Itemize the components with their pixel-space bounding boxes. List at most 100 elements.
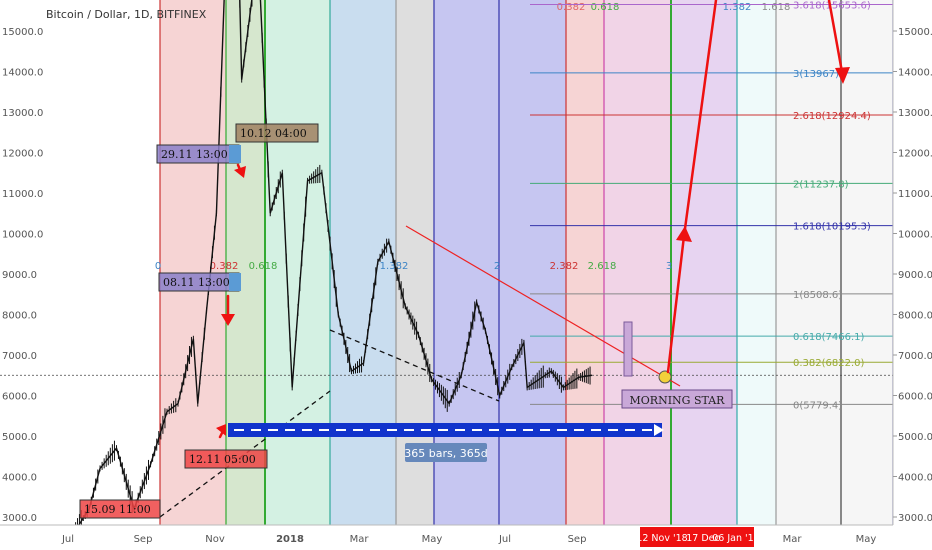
y-tick-label-left: 8000.0: [2, 311, 37, 322]
annotation-tag: [229, 145, 241, 163]
morning-star-label: MORNING STAR: [630, 394, 726, 407]
fib-extension-label: 1(8508.6): [793, 290, 842, 301]
time-zone-band: [330, 0, 396, 525]
date-annotation-box: [184, 449, 268, 469]
time-zone-label: 2: [494, 261, 500, 272]
time-zone-band: [566, 0, 604, 525]
y-tick-label: 3000.0: [898, 513, 932, 524]
x-tick-label: Jul: [61, 534, 74, 545]
red-arrow-head: [221, 314, 235, 326]
fib-top-label: 1.382: [723, 2, 752, 13]
y-tick-label-left: 15000.0: [2, 27, 43, 38]
y-tick-label-left: 9000.0: [2, 270, 37, 281]
fib-extension-label: 2(11237.8): [793, 179, 849, 190]
fib-extension-label: 1.618(10195.3): [793, 222, 871, 233]
date-range-label: 12 Nov '18: [636, 533, 687, 544]
fib-extension-label: 3.618(15653.6): [793, 1, 871, 12]
date-annotation-box: [235, 123, 319, 143]
y-tick-label: 5000.0: [898, 432, 932, 443]
y-tick-label-left: 11000.0: [2, 189, 43, 200]
morning-star-marker: [658, 370, 672, 384]
lower-trendline: [329, 329, 500, 402]
y-tick-label: 8000.0: [898, 311, 932, 322]
date-annotation-label: 10.12 04:00: [240, 127, 307, 140]
y-tick-label-left: 14000.0: [2, 68, 43, 79]
time-zone-band: [226, 0, 265, 525]
date-range-label: 06 Jan '19: [712, 533, 759, 544]
time-zone-label: 0.382: [210, 261, 239, 272]
y-tick-label-left: 7000.0: [2, 351, 37, 362]
y-tick-label-left: 4000.0: [2, 473, 37, 484]
red-arrow-head: [234, 166, 246, 178]
fib-extension-label: 0.618(7466.1): [793, 332, 865, 343]
red-arrow-head: [216, 424, 226, 436]
y-tick-label: 11000.0: [898, 189, 932, 200]
y-tick-label: 9000.0: [898, 270, 932, 281]
time-zone-band: [396, 0, 434, 525]
y-tick-label-left: 12000.0: [2, 149, 43, 160]
fib-top-label: 0.382: [557, 2, 586, 13]
time-zone-label: 0.618: [249, 261, 278, 272]
x-tick-label: 2018: [276, 534, 304, 545]
time-zone-band: [841, 0, 893, 525]
y-tick-label: 6000.0: [898, 392, 932, 403]
x-tick-label: May: [422, 534, 443, 545]
fib-top-label: 0.618: [591, 2, 620, 13]
x-tick-label: Sep: [134, 534, 153, 545]
time-zone-label: 2.618: [588, 261, 617, 272]
date-annotation-label: 29.11 13:00: [161, 148, 228, 161]
fib-extension-label: 0.382(6822.0): [793, 358, 865, 369]
projection-arrow: [682, 0, 718, 238]
projection-arrow-head: [835, 67, 850, 84]
time-zone-label: 2.382: [550, 261, 579, 272]
x-tick-label: May: [856, 534, 877, 545]
y-tick-label-left: 6000.0: [2, 392, 37, 403]
annotation-tag: [229, 273, 241, 291]
x-tick-label: Jul: [498, 534, 511, 545]
range-arrow-head: [654, 424, 664, 436]
x-tick-label: Nov: [205, 534, 225, 545]
projection-arrow: [666, 234, 686, 374]
fib-extension-label: 2.618(12924.4): [793, 111, 871, 122]
time-zone-band: [160, 0, 226, 525]
date-range-highlight: [640, 527, 754, 547]
y-tick-label-left: 13000.0: [2, 108, 43, 119]
projection-arrow: [827, 0, 844, 74]
date-annotation-label: 08.11 13:00: [163, 276, 230, 289]
y-tick-label-left: 5000.0: [2, 432, 37, 443]
date-annotation-label: 12.11 05:00: [189, 453, 256, 466]
time-zone-band: [604, 0, 671, 525]
y-tick-label: 14000.0: [898, 68, 932, 79]
y-tick-label: 15000.0: [898, 27, 932, 38]
y-tick-label: 7000.0: [898, 351, 932, 362]
y-tick-label: 10000.0: [898, 230, 932, 241]
date-range-label: 17 Dec: [686, 533, 720, 544]
time-zone-band: [737, 0, 776, 525]
time-zone-band: [776, 0, 841, 525]
date-annotation-label: 15.09 11:00: [84, 503, 151, 516]
morning-star-box: [621, 389, 733, 409]
y-tick-label: 13000.0: [898, 108, 932, 119]
time-zone-label: 3: [666, 261, 672, 272]
y-tick-label: 12000.0: [898, 149, 932, 160]
morning-star-candle: [623, 321, 633, 377]
range-label: 365 bars, 365d: [404, 447, 487, 460]
fib-extension-label: 3(13967): [793, 69, 839, 80]
y-axis-panel: [893, 0, 932, 550]
time-zone-band: [265, 0, 330, 525]
y-tick-label-left: 3000.0: [2, 513, 37, 524]
time-zone-label: 0: [155, 261, 161, 272]
x-tick-label: Mar: [350, 534, 370, 545]
time-zone-band: [434, 0, 499, 525]
y-tick-label-left: 10000.0: [2, 230, 43, 241]
x-tick-label: Mar: [783, 534, 803, 545]
y-tick-label: 4000.0: [898, 473, 932, 484]
range-label-box: [405, 443, 487, 462]
fib-extension-label: 0(5779.4): [793, 400, 842, 411]
x-axis-panel: [0, 525, 932, 550]
fib-top-label: 1.618: [762, 2, 791, 13]
date-annotation-box: [79, 499, 161, 519]
x-tick-label: Sep: [568, 534, 587, 545]
